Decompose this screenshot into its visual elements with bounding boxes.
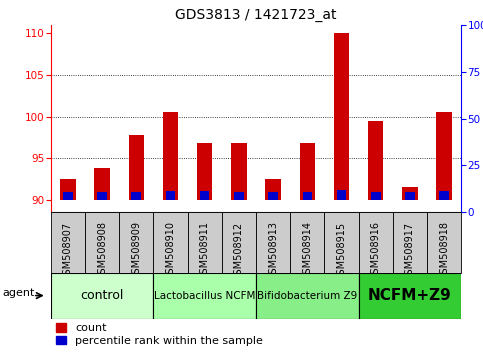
Bar	[437, 112, 452, 200]
Bar	[371, 192, 381, 200]
Bar	[85, 212, 119, 273]
Bar	[402, 187, 418, 200]
Bar	[222, 212, 256, 273]
Bar	[368, 121, 384, 200]
Text: GSM508907: GSM508907	[63, 222, 73, 281]
Text: GSM508917: GSM508917	[405, 222, 415, 281]
Text: GSM508914: GSM508914	[302, 222, 313, 280]
Bar	[334, 33, 349, 200]
Bar	[440, 191, 449, 200]
Text: Lactobacillus NCFM: Lactobacillus NCFM	[154, 291, 256, 301]
Bar	[119, 212, 154, 273]
Text: GSM508910: GSM508910	[166, 222, 175, 280]
Bar	[256, 212, 290, 273]
Bar	[200, 191, 210, 200]
Text: GSM508913: GSM508913	[268, 222, 278, 280]
Text: GSM508915: GSM508915	[337, 222, 346, 281]
Bar	[128, 135, 144, 200]
Bar	[337, 190, 346, 200]
Bar	[166, 191, 175, 200]
Text: GSM508908: GSM508908	[97, 222, 107, 280]
Text: GSM508909: GSM508909	[131, 222, 141, 280]
Text: GSM508916: GSM508916	[371, 222, 381, 280]
Text: GSM508918: GSM508918	[439, 222, 449, 280]
Bar	[197, 143, 213, 200]
Text: NCFM+Z9: NCFM+Z9	[368, 288, 452, 303]
Text: agent: agent	[2, 288, 35, 298]
Text: Bifidobacterium Z9: Bifidobacterium Z9	[257, 291, 357, 301]
Bar	[269, 192, 278, 200]
Text: GSM508912: GSM508912	[234, 222, 244, 281]
Bar	[163, 112, 178, 200]
Bar	[51, 212, 85, 273]
Bar	[265, 179, 281, 200]
Bar	[325, 212, 358, 273]
Bar	[154, 273, 256, 319]
Legend: count, percentile rank within the sample: count, percentile rank within the sample	[57, 323, 263, 346]
Text: GSM508911: GSM508911	[199, 222, 210, 280]
Bar	[299, 143, 315, 200]
Bar	[290, 212, 325, 273]
Bar	[302, 192, 312, 200]
Title: GDS3813 / 1421723_at: GDS3813 / 1421723_at	[175, 8, 337, 22]
Bar	[60, 179, 75, 200]
Bar	[393, 212, 427, 273]
Bar	[63, 192, 72, 200]
Bar	[51, 273, 153, 319]
Bar	[405, 192, 415, 200]
Bar	[256, 273, 358, 319]
Bar	[154, 212, 187, 273]
Bar	[358, 273, 461, 319]
Bar	[427, 212, 461, 273]
Bar	[358, 212, 393, 273]
Bar	[97, 192, 107, 200]
Bar	[234, 192, 244, 200]
Bar	[131, 192, 141, 200]
Bar	[231, 143, 247, 200]
Text: control: control	[80, 289, 124, 302]
Bar	[187, 212, 222, 273]
Bar	[94, 168, 110, 200]
